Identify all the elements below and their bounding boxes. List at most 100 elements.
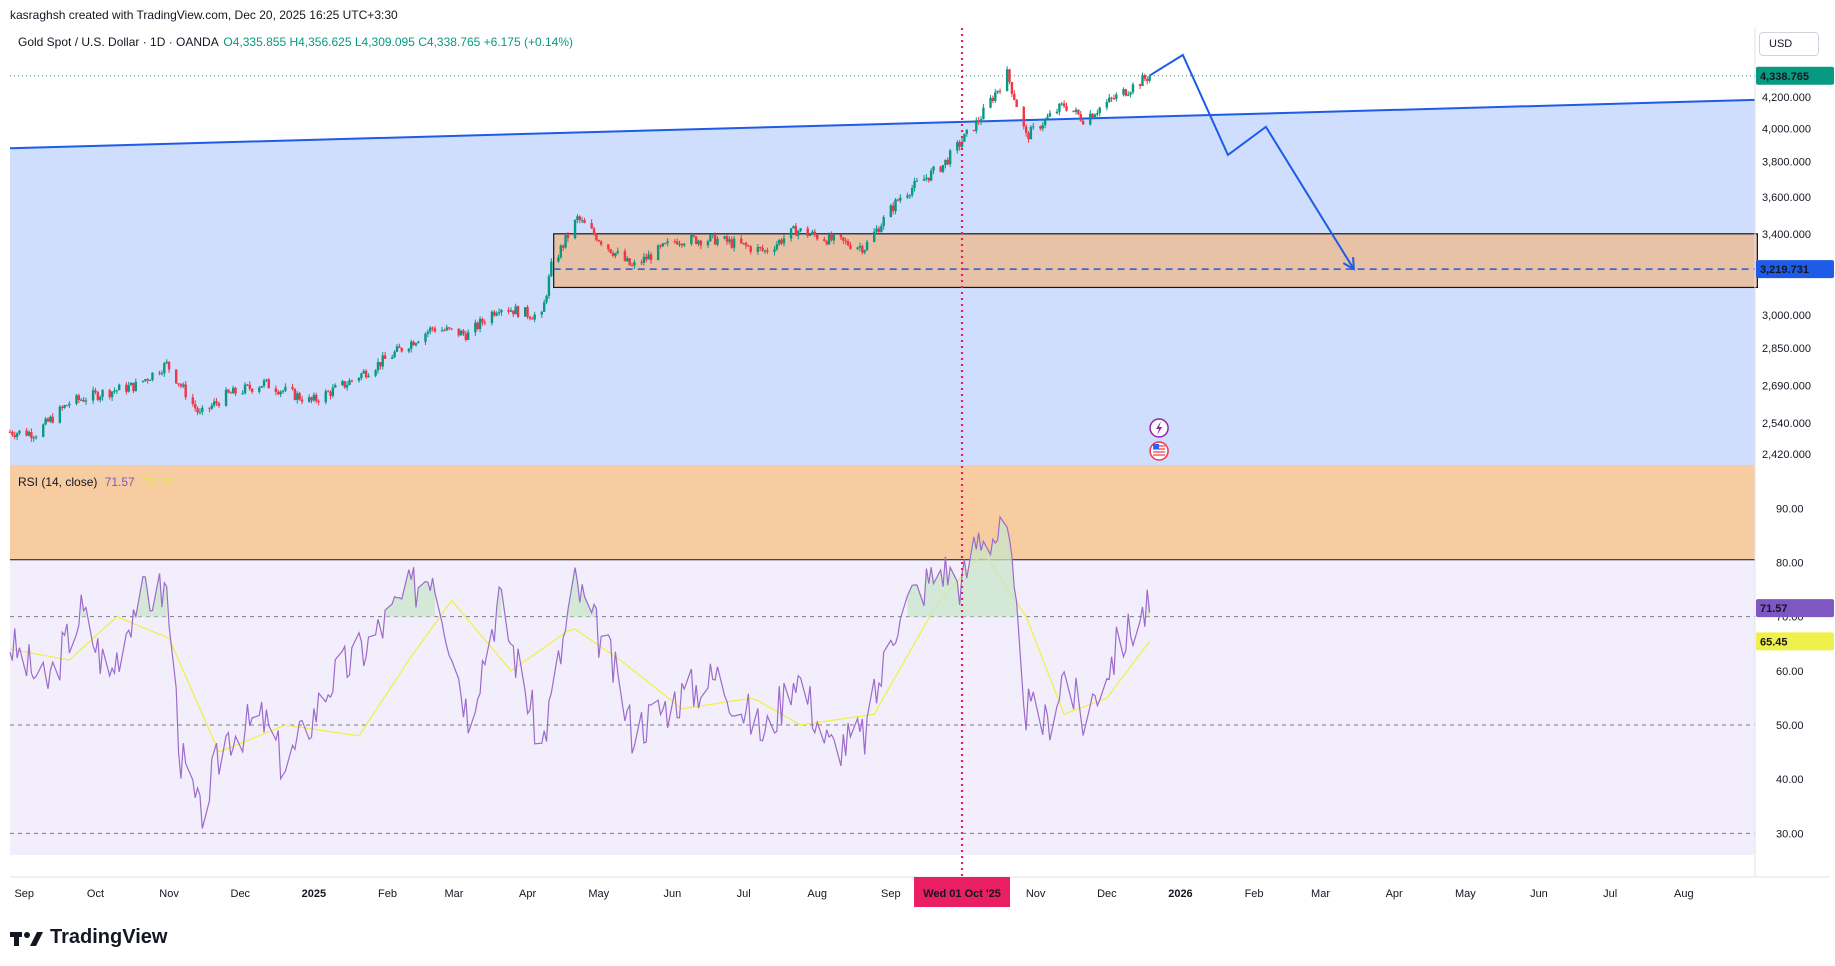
currency-button[interactable]: USD bbox=[1759, 32, 1819, 56]
candle-body bbox=[132, 382, 135, 392]
candle-body bbox=[692, 234, 695, 237]
candle-body bbox=[659, 245, 662, 247]
candle-body bbox=[573, 219, 577, 239]
candle-body bbox=[742, 242, 745, 244]
candle-body bbox=[630, 265, 634, 267]
candle-body bbox=[412, 341, 415, 346]
candle-body bbox=[749, 246, 752, 252]
candle-body bbox=[794, 226, 798, 236]
candle-body bbox=[1024, 126, 1028, 134]
trend-line bbox=[9, 98, 1756, 150]
candle-body bbox=[258, 387, 261, 392]
candle-body bbox=[661, 243, 665, 247]
candle-body bbox=[99, 396, 102, 400]
candle-body bbox=[1129, 92, 1132, 95]
candle-body bbox=[381, 355, 384, 367]
tradingview-logo[interactable]: TradingView bbox=[10, 926, 167, 949]
date-axis-tick: Mar bbox=[444, 888, 463, 900]
date-axis-tick: Nov bbox=[159, 888, 179, 900]
candle-body bbox=[880, 226, 883, 233]
candle-body bbox=[547, 276, 551, 296]
candle-body bbox=[944, 159, 947, 166]
candle-body bbox=[910, 188, 914, 196]
candle-body bbox=[30, 432, 33, 439]
candle-body bbox=[32, 437, 35, 439]
candle-body bbox=[310, 397, 313, 401]
candle-body bbox=[614, 253, 617, 256]
candle-body bbox=[174, 369, 178, 384]
candle-body bbox=[690, 234, 693, 244]
candle-body bbox=[94, 390, 97, 393]
candle-body bbox=[832, 234, 836, 241]
candle-body bbox=[464, 333, 468, 340]
candle-body bbox=[1062, 103, 1066, 107]
candle-body bbox=[467, 332, 470, 340]
candle-body bbox=[151, 372, 154, 380]
candle-body bbox=[1091, 113, 1094, 118]
rsi-axis-tick: 60.00 bbox=[1776, 666, 1804, 678]
candle-body bbox=[315, 394, 318, 401]
candles-group bbox=[8, 66, 1151, 442]
candle-body bbox=[246, 384, 249, 386]
candle-body bbox=[148, 379, 152, 381]
candle-body bbox=[495, 313, 498, 316]
candle-body bbox=[1013, 93, 1016, 100]
candle-body bbox=[673, 241, 676, 243]
candle-body bbox=[497, 312, 501, 314]
candle-body bbox=[248, 384, 251, 389]
candle-body bbox=[1027, 133, 1030, 140]
date-axis-tick: Aug bbox=[1674, 888, 1694, 900]
candle-body bbox=[763, 250, 767, 252]
candle-body bbox=[1072, 110, 1075, 112]
candle-body bbox=[13, 434, 16, 437]
candle-body bbox=[723, 236, 726, 239]
candle-body bbox=[899, 197, 902, 201]
projection-arrowhead bbox=[1342, 257, 1355, 271]
candle-body bbox=[1008, 69, 1011, 82]
candle-body bbox=[300, 399, 304, 402]
candle-body bbox=[307, 397, 311, 402]
candle-body bbox=[440, 330, 444, 332]
candle-body bbox=[1098, 107, 1101, 113]
candle-body bbox=[193, 403, 197, 409]
candle-body bbox=[811, 231, 814, 235]
candle-body bbox=[607, 244, 610, 250]
rsi-ma-value-label-bg bbox=[1756, 632, 1834, 651]
candle-body bbox=[941, 165, 945, 172]
candle-body bbox=[445, 327, 449, 331]
candle-body bbox=[134, 381, 138, 392]
candle-body bbox=[813, 231, 817, 235]
candle-body bbox=[429, 327, 432, 332]
candle-body bbox=[146, 379, 149, 381]
candle-body bbox=[331, 387, 335, 396]
candle-body bbox=[158, 372, 161, 374]
candle-body bbox=[706, 241, 710, 246]
candle-body bbox=[227, 389, 230, 393]
candle-body bbox=[865, 241, 869, 251]
candle-body bbox=[628, 258, 631, 266]
candle-body bbox=[557, 257, 560, 262]
candle-body bbox=[400, 347, 403, 352]
candle-body bbox=[1112, 98, 1116, 100]
price-axis-tick: 3,000.000 bbox=[1762, 310, 1811, 322]
candle-body bbox=[709, 235, 712, 242]
candle-body bbox=[1046, 116, 1049, 119]
candle-body bbox=[376, 362, 380, 371]
candle-body bbox=[279, 391, 282, 395]
rsi-axis-tick: 80.00 bbox=[1776, 558, 1804, 570]
candle-body bbox=[481, 318, 484, 323]
candle-body bbox=[744, 242, 748, 246]
candle-body bbox=[1015, 99, 1018, 107]
candle-body bbox=[842, 237, 845, 241]
candle-body bbox=[1032, 126, 1035, 128]
candle-body bbox=[965, 129, 968, 134]
candle-body bbox=[364, 370, 368, 378]
candle-body bbox=[410, 341, 413, 349]
candle-body bbox=[367, 375, 370, 378]
candle-body bbox=[1096, 112, 1099, 115]
candle-body bbox=[507, 309, 510, 312]
rsi-axis-tick: 30.00 bbox=[1776, 828, 1804, 840]
candle-body bbox=[1022, 106, 1025, 127]
candle-body bbox=[683, 243, 686, 246]
